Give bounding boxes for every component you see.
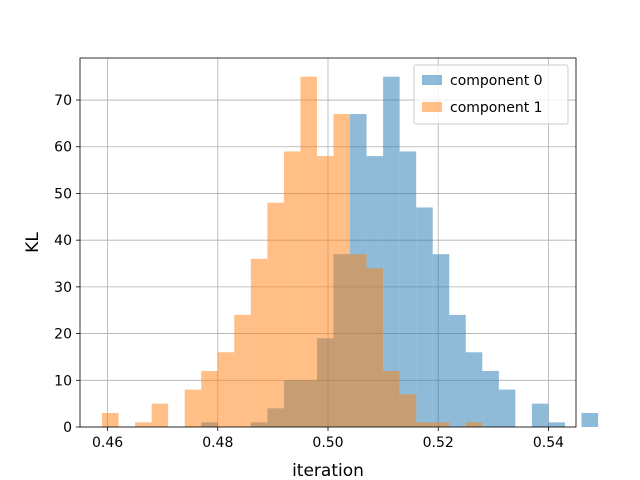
y-axis-label: KL: [23, 232, 43, 253]
histogram-bar-series-1: [432, 422, 450, 427]
histogram-bar-series-0: [416, 207, 433, 427]
histogram-bar-series-0: [432, 254, 450, 427]
histogram-bar-series-1: [465, 422, 483, 427]
histogram-bar-series-1: [102, 412, 119, 427]
histogram-bar-series-0: [465, 352, 483, 427]
y-tick-label: 70: [54, 93, 72, 109]
histogram-bar-series-0: [581, 412, 599, 427]
histogram-bar-series-0: [498, 389, 516, 427]
y-tick-label: 20: [54, 327, 72, 343]
histogram-bar-series-1: [184, 389, 202, 427]
histogram-bar-series-0: [449, 314, 466, 427]
histogram-bar-series-1: [316, 156, 334, 427]
histogram-bar-series-1: [350, 254, 367, 427]
x-axis-label: iteration: [292, 461, 364, 480]
x-tick-label: 0.48: [202, 435, 233, 451]
histogram-bar-series-1: [201, 370, 218, 427]
histogram-bar-series-0: [399, 151, 417, 427]
histogram-bar-series-0: [531, 403, 549, 427]
legend-box: [413, 64, 569, 125]
x-tick-label: 0.50: [312, 435, 343, 451]
histogram-bar-series-1: [416, 422, 433, 427]
y-tick-label: 30: [54, 280, 72, 296]
y-tick-label: 10: [54, 373, 72, 389]
histogram-bar-series-1: [151, 403, 169, 427]
x-tick-label: 0.54: [533, 435, 564, 451]
y-axis-ticks: 0 10 20 30 40 50 60 70: [54, 93, 80, 436]
y-tick-label: 50: [54, 186, 72, 202]
histogram-bar-series-1: [250, 258, 268, 427]
histogram-bars: [102, 76, 599, 428]
histogram-bar-series-1: [383, 370, 400, 427]
legend-entry-label: component 1: [450, 100, 543, 116]
x-axis-ticks: 0.46 0.48 0.50 0.52 0.54: [92, 427, 564, 451]
histogram-bar-series-1: [300, 76, 317, 428]
histogram-bar-series-0: [383, 76, 400, 428]
histogram-bar-series-1: [217, 352, 235, 427]
histogram-bar-series-1: [267, 202, 284, 427]
y-tick-label: 60: [54, 140, 72, 156]
legend-swatch: [422, 102, 442, 112]
legend-swatch: [422, 75, 442, 85]
y-tick-label: 40: [54, 233, 72, 249]
histogram-bar-series-1: [399, 394, 417, 427]
legend: component 0 component 1: [413, 64, 569, 125]
x-tick-label: 0.46: [92, 435, 123, 451]
histogram-bar-series-0: [548, 422, 565, 427]
histogram-bar-series-1: [366, 268, 384, 427]
histogram-bar-series-1: [135, 422, 152, 427]
histogram-bar-series-1: [234, 314, 251, 427]
histogram-bar-series-0: [482, 370, 499, 427]
histogram-bar-series-1: [333, 114, 351, 428]
histogram-bar-series-1: [283, 151, 301, 427]
legend-entry-label: component 0: [450, 73, 543, 89]
x-tick-label: 0.52: [423, 435, 454, 451]
y-tick-label: 0: [63, 420, 72, 436]
